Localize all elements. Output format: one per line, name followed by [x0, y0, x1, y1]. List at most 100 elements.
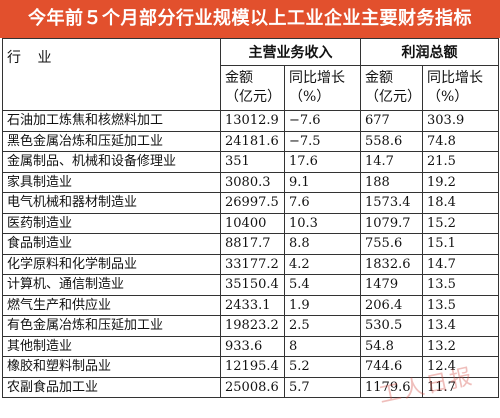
- profit-cell: 1179.6: [360, 376, 423, 398]
- revenue-cell: 19823.2: [220, 315, 285, 337]
- profit-cell: 530.5: [360, 315, 423, 337]
- profit-growth-cell: 15.2: [422, 212, 499, 234]
- revenue-cell: 33177.2: [220, 253, 285, 275]
- profit-cell: 558.6: [360, 130, 423, 152]
- industry-cell: 橡胶和塑料制品业: [2, 356, 221, 378]
- industry-cell: 化学原料和化学制品业: [2, 253, 221, 275]
- revenue-cell: 10400: [220, 212, 285, 234]
- profit-cell: 1573.4: [360, 192, 423, 214]
- revenue-growth-cell: −7.6: [284, 110, 361, 132]
- page-title: 今年前５个月部分行业规模以上工业企业主要财务指标: [0, 0, 500, 38]
- revenue-growth-cell: 17.6: [284, 151, 361, 173]
- revenue-cell: 12195.4: [220, 356, 285, 378]
- revenue-growth-cell: 5.4: [284, 274, 361, 296]
- industry-cell: 食品制造业: [2, 233, 221, 255]
- profit-cell: 755.6: [360, 233, 423, 255]
- revenue-cell: 25008.6: [220, 376, 285, 398]
- profit-growth-cell: 14.7: [422, 253, 499, 275]
- revenue-growth-cell: 5.7: [284, 376, 361, 398]
- profit-growth-cell: 13.2: [422, 335, 499, 357]
- table-row: 食品制造业 8817.7 8.8 755.6 15.1: [2, 233, 499, 255]
- header-revenue-growth-label: 同比增长: [289, 70, 345, 86]
- revenue-cell: 26997.5: [220, 192, 285, 214]
- revenue-growth-cell: 8: [284, 335, 361, 357]
- revenue-cell: 3080.3: [220, 171, 285, 193]
- header-revenue-amount-unit: （亿元）: [225, 89, 281, 105]
- industry-cell: 农副食品加工业: [2, 376, 221, 398]
- profit-cell: 188: [360, 171, 423, 193]
- revenue-cell: 13012.9: [220, 110, 285, 132]
- industry-cell: 燃气生产和供应业: [2, 294, 221, 316]
- industry-cell: 有色金属冶炼和压延加工业: [2, 315, 221, 337]
- revenue-growth-cell: −7.5: [284, 130, 361, 152]
- header-revenue-amount-label: 金额: [225, 70, 253, 86]
- header-row-groups: 行 业 主营业务收入 利润总额: [2, 38, 499, 111]
- header-profit-growth: 同比增长 （%）: [422, 65, 499, 111]
- revenue-growth-cell: 4.2: [284, 253, 361, 275]
- profit-growth-cell: 18.4: [422, 192, 499, 214]
- table-row: 农副食品加工业 25008.6 5.7 1179.6 11.7: [2, 376, 499, 398]
- profit-growth-cell: 15.1: [422, 233, 499, 255]
- revenue-cell: 2433.1: [220, 294, 285, 316]
- industry-cell: 医药制造业: [2, 212, 221, 234]
- revenue-growth-cell: 1.9: [284, 294, 361, 316]
- profit-growth-cell: 21.5: [422, 151, 499, 173]
- profit-growth-cell: 13.4: [422, 315, 499, 337]
- revenue-cell: 35150.4: [220, 274, 285, 296]
- table-row: 医药制造业 10400 10.3 1079.7 15.2: [2, 212, 499, 234]
- profit-cell: 206.4: [360, 294, 423, 316]
- industry-cell: 石油加工炼焦和核燃料加工: [2, 110, 221, 132]
- profit-cell: 677: [360, 110, 423, 132]
- table-row: 黑色金属冶炼和压延加工业 24181.6 −7.5 558.6 74.8: [2, 130, 499, 152]
- industry-cell: 金属制品、机械和设备修理业: [2, 151, 221, 173]
- table-row: 其他制造业 933.6 8 54.8 13.2: [2, 335, 499, 357]
- revenue-cell: 24181.6: [220, 130, 285, 152]
- profit-growth-cell: 13.5: [422, 294, 499, 316]
- table-row: 电气机械和器材制造业 26997.5 7.6 1573.4 18.4: [2, 192, 499, 214]
- header-row-columns: 金额 （亿元） 同比增长 （%） 金额 （亿元） 同比增长 （%）: [3, 65, 499, 111]
- profit-growth-cell: 12.4: [422, 356, 499, 378]
- profit-growth-cell: 303.9: [422, 110, 499, 132]
- revenue-growth-cell: 7.6: [284, 192, 361, 214]
- profit-cell: 1079.7: [360, 212, 423, 234]
- table-row: 金属制品、机械和设备修理业 351 17.6 14.7 21.5: [2, 151, 499, 173]
- profit-cell: 14.7: [360, 151, 423, 173]
- table-row: 计算机、通信制造业 35150.4 5.4 1479 13.5: [2, 274, 499, 296]
- revenue-growth-cell: 2.5: [284, 315, 361, 337]
- revenue-cell: 351: [220, 151, 285, 173]
- industry-cell: 计算机、通信制造业: [2, 274, 221, 296]
- industry-cell: 电气机械和器材制造业: [2, 192, 221, 214]
- industry-cell: 其他制造业: [2, 335, 221, 357]
- revenue-cell: 8817.7: [220, 233, 285, 255]
- table-row: 有色金属冶炼和压延加工业 19823.2 2.5 530.5 13.4: [2, 315, 499, 337]
- table-row: 化学原料和化学制品业 33177.2 4.2 1832.6 14.7: [2, 253, 499, 275]
- profit-growth-cell: 13.5: [422, 274, 499, 296]
- profit-growth-cell: 19.2: [422, 171, 499, 193]
- header-industry: 行 业: [2, 38, 221, 111]
- profit-cell: 1832.6: [360, 253, 423, 275]
- header-revenue-growth-unit: （%）: [289, 89, 331, 105]
- header-revenue-growth: 同比增长 （%）: [284, 65, 361, 111]
- profit-cell: 744.6: [360, 356, 423, 378]
- profit-cell: 1479: [360, 274, 423, 296]
- header-profit-amount: 金额 （亿元）: [360, 65, 423, 111]
- profit-cell: 54.8: [360, 335, 423, 357]
- industry-cell: 黑色金属冶炼和压延加工业: [2, 130, 221, 152]
- header-revenue-group: 主营业务收入: [220, 38, 361, 66]
- revenue-growth-cell: 9.1: [284, 171, 361, 193]
- header-profit-group: 利润总额: [360, 38, 499, 66]
- revenue-cell: 933.6: [220, 335, 285, 357]
- revenue-growth-cell: 8.8: [284, 233, 361, 255]
- profit-growth-cell: 11.7: [422, 376, 499, 398]
- revenue-growth-cell: 10.3: [284, 212, 361, 234]
- header-profit-amount-unit: （亿元）: [365, 89, 421, 105]
- revenue-growth-cell: 5.2: [284, 356, 361, 378]
- header-profit-growth-unit: （%）: [427, 89, 469, 105]
- table-row: 家具制造业 3080.3 9.1 188 19.2: [2, 171, 499, 193]
- financial-indicators-table: 行 业 主营业务收入 利润总额 金额 （亿元） 同比增长 （%） 金额 （亿元）: [2, 38, 499, 398]
- table-row: 燃气生产和供应业 2433.1 1.9 206.4 13.5: [2, 294, 499, 316]
- header-profit-amount-label: 金额: [365, 70, 393, 86]
- table-row: 石油加工炼焦和核燃料加工 13012.9 −7.6 677 303.9: [2, 110, 499, 132]
- profit-growth-cell: 74.8: [422, 130, 499, 152]
